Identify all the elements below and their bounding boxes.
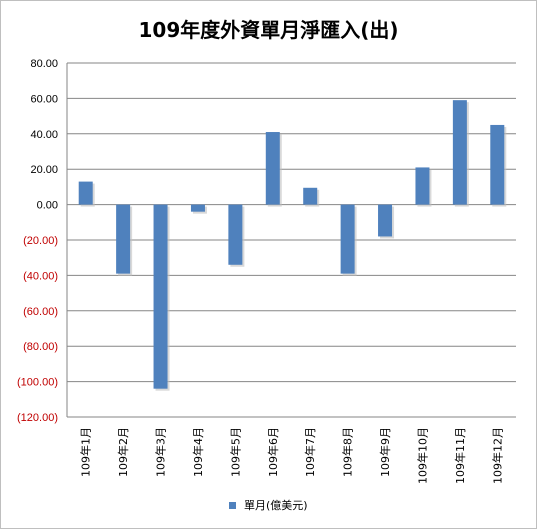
bar [190,204,205,212]
bar [265,132,280,205]
bars [78,100,507,391]
y-tick-label: (60.00) [23,306,58,318]
x-tick-label: 109年6月 [266,427,280,477]
y-tick-label: 60.00 [30,93,58,105]
y-tick-label: 20.00 [30,164,58,176]
bar [378,204,393,237]
y-tick-label: (80.00) [23,341,58,353]
bar [303,187,318,205]
bar [490,124,505,205]
gridlines [67,62,516,418]
x-tick-label: 109年12月 [490,427,504,484]
y-tick-label: (120.00) [17,412,58,424]
bar [116,204,131,274]
x-tick-label: 109年2月 [116,427,130,477]
x-tick-label: 109年10月 [415,427,429,484]
y-tick-label: 0.00 [37,200,58,212]
x-tick-label: 109年8月 [341,427,355,477]
y-tick-label: 40.00 [30,129,58,141]
legend-label: 單月(億美元) [243,499,308,512]
x-tick-label: 109年1月 [79,427,93,477]
x-tick-label: 109年4月 [191,427,205,477]
bar [452,100,467,205]
x-axis-tick-labels: 109年1月 109年2月 109年3月 109年4月 109年5月 109年6月 109年… [79,427,505,484]
bar [228,204,243,265]
y-tick-label: (100.00) [17,377,58,389]
legend: 單月(億美元) [0,497,537,513]
x-tick-label: 109年3月 [154,427,168,477]
x-tick-label: 109年9月 [378,427,392,477]
chart-title: 109年度外資單月淨匯入(出) [138,18,399,42]
x-tick-label: 109年5月 [228,427,242,477]
x-tick-label: 109年11月 [453,427,467,484]
y-axis-tick-labels: 80.00 60.00 40.00 20.00 0.00 (20.00) (40.00) (6… [17,58,58,424]
bar [153,204,168,389]
x-tick-label: 109年7月 [303,427,317,477]
y-tick-label: (20.00) [23,235,58,247]
y-tick-label: (40.00) [23,270,58,282]
bar [78,181,93,205]
y-tick-label: 80.00 [30,58,58,70]
legend-swatch [229,501,237,509]
bar [415,167,430,205]
bar [340,204,355,274]
